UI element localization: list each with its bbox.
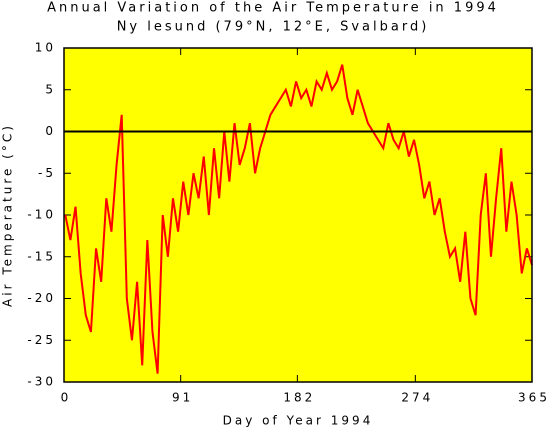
y-tick-label: -30 bbox=[27, 375, 56, 389]
y-tick-label: -20 bbox=[27, 291, 56, 305]
chart-subtitle: Ny lesund (79°N, 12°E, Svalbard) bbox=[117, 20, 430, 35]
y-tick-label: -5 bbox=[38, 166, 56, 180]
x-tick-label: 91 bbox=[172, 391, 193, 405]
data-line bbox=[64, 64, 533, 374]
x-axis-label: Day of Year 1994 bbox=[223, 414, 374, 428]
y-tick-label: -10 bbox=[27, 208, 56, 222]
y-axis-label: Air Temperature (°C) bbox=[1, 123, 15, 307]
chart-title: Annual Variation of the Air Temperature … bbox=[47, 1, 499, 16]
y-tick-label: -25 bbox=[27, 333, 56, 347]
plot-frame bbox=[63, 47, 533, 383]
x-tick-label: 182 bbox=[283, 391, 315, 405]
x-tick-label: 0 bbox=[61, 391, 72, 405]
x-tick-label: 274 bbox=[401, 391, 433, 405]
y-tick-label: 10 bbox=[35, 41, 56, 55]
y-tick-label: 5 bbox=[45, 82, 56, 96]
plot-area bbox=[64, 48, 532, 382]
y-tick-label: -15 bbox=[27, 249, 56, 263]
y-tick-label: 0 bbox=[45, 124, 56, 138]
x-tick-label: 365 bbox=[518, 391, 547, 405]
